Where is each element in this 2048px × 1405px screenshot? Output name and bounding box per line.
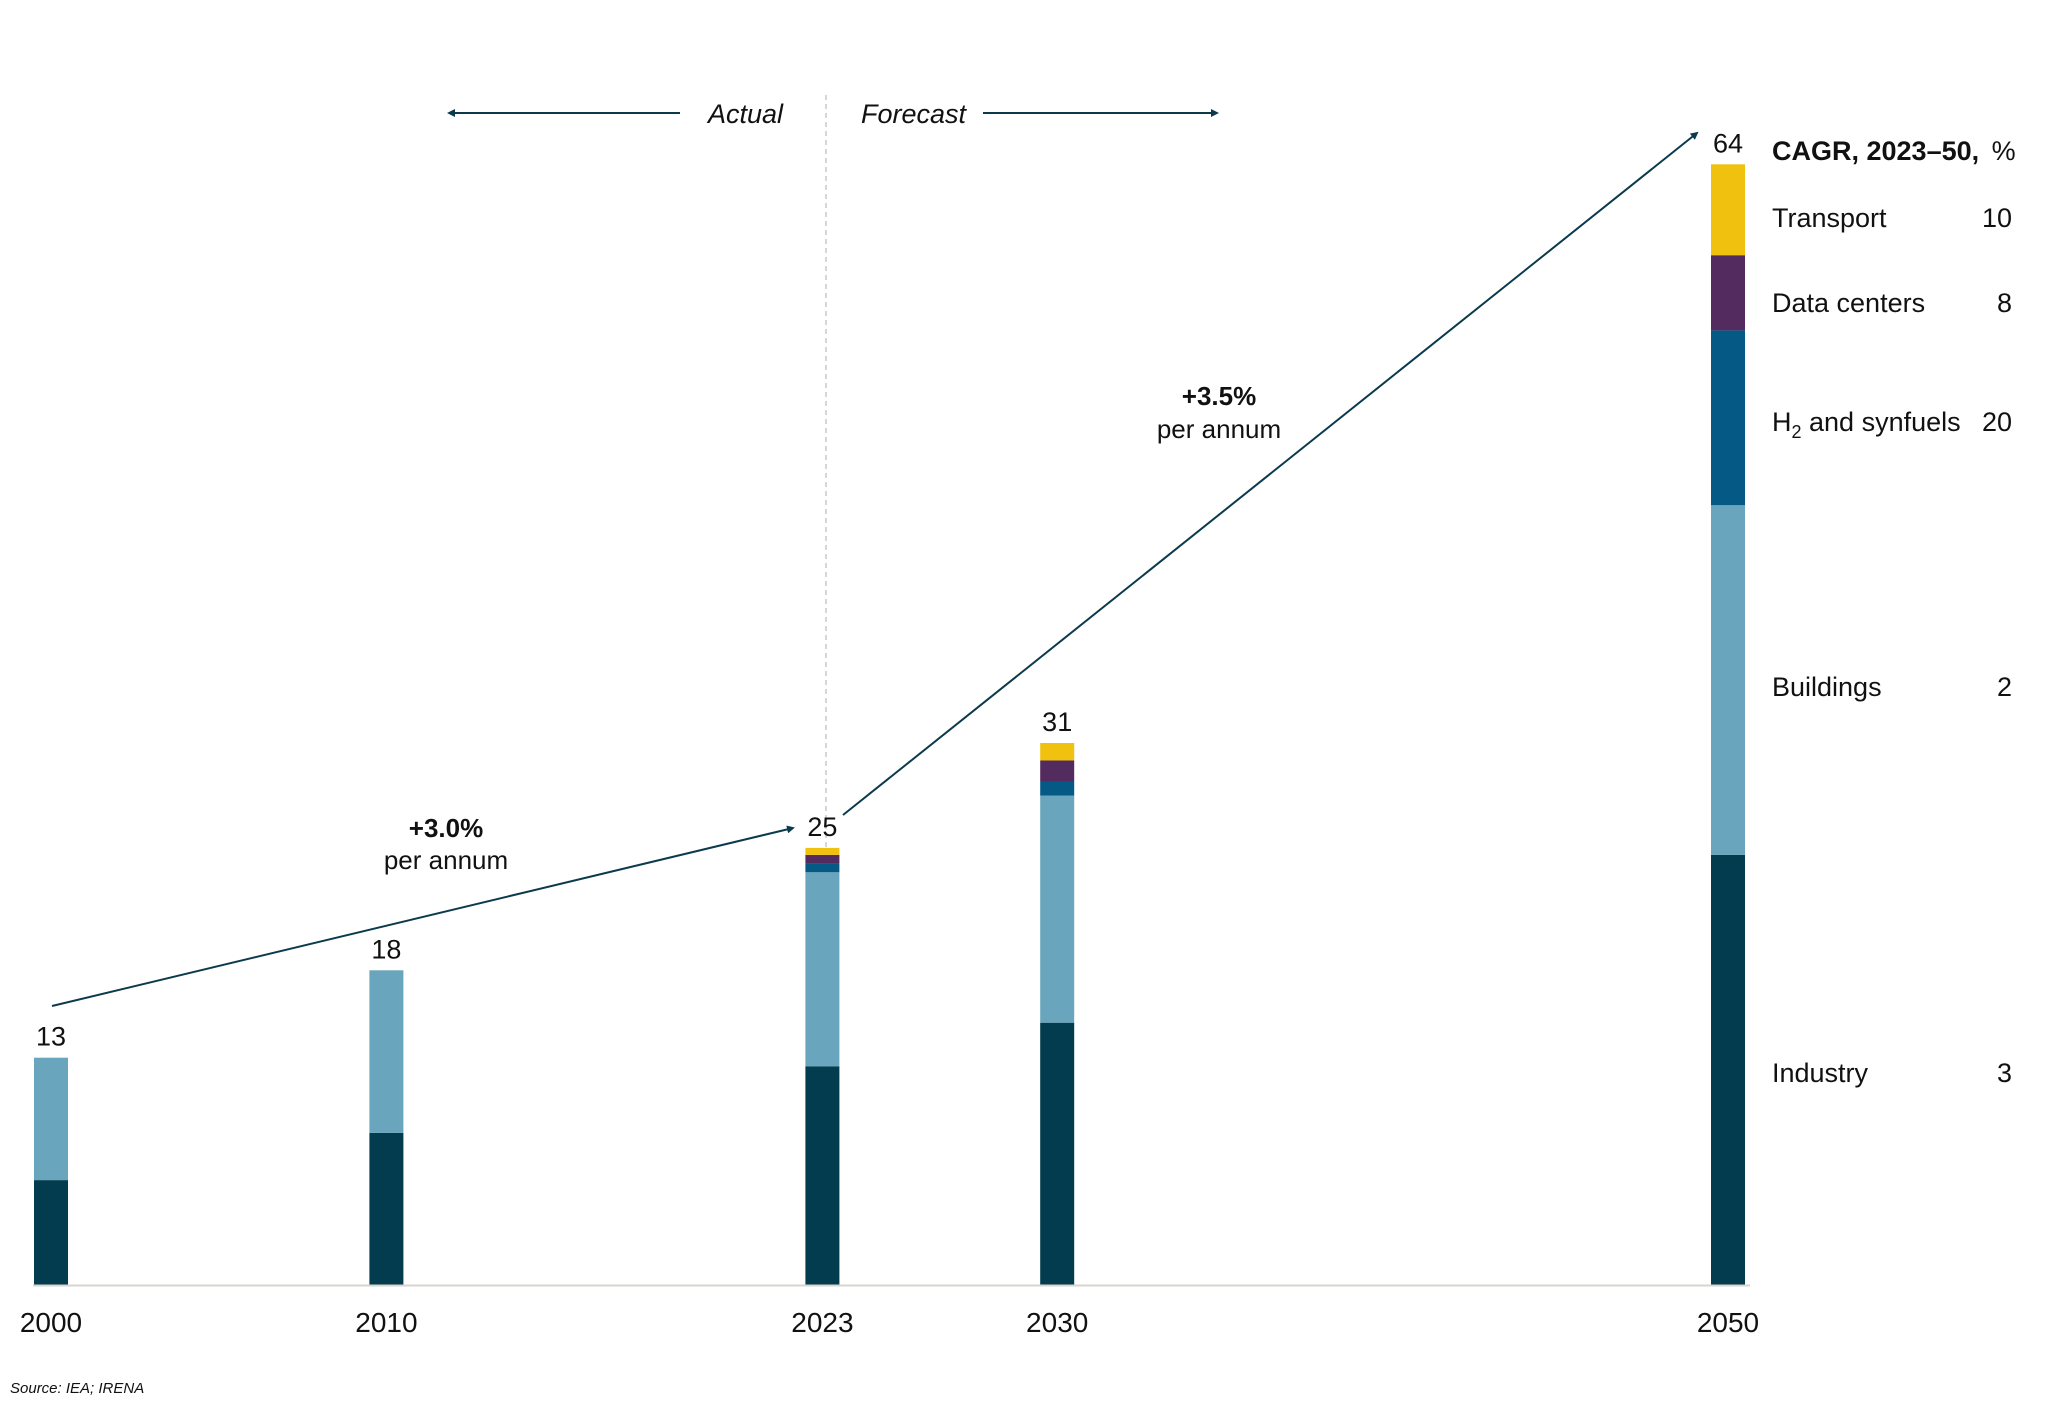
growth-arrow-actual <box>51 825 795 1007</box>
bar-segment-2023-transport <box>805 847 840 855</box>
legend-title: CAGR, 2023–50, % <box>1772 136 2016 166</box>
legend-value-h2-synfuels: 20 <box>1982 407 2012 437</box>
legend-label-buildings: Buildings <box>1772 672 1882 702</box>
bar-segment-2030-transport <box>1040 743 1075 761</box>
legend-label-h2-rest: and synfuels <box>1802 407 1961 437</box>
x-tick-label-2050: 2050 <box>1697 1307 1759 1338</box>
source-note: Source: IEA; IRENA <box>10 1380 144 1397</box>
legend-value-transport: 10 <box>1982 203 2012 233</box>
bar-segment-2050-h2-and-synfuels <box>1711 330 1745 506</box>
growth-rate-forecast: +3.5% <box>1182 381 1256 411</box>
actual-label: Actual <box>706 99 784 129</box>
bar-segment-2050-industry <box>1711 854 1745 1285</box>
legend-title-unit: % <box>1992 136 2016 166</box>
legend-label-h2-synfuels: H2 and synfuels <box>1772 407 1961 442</box>
bar-segment-2023-data-centers <box>805 854 840 864</box>
forecast-label: Forecast <box>861 99 968 129</box>
bar-segment-2023-buildings <box>805 872 840 1067</box>
bar-segment-2010-buildings <box>369 970 404 1133</box>
x-tick-label-2000: 2000 <box>20 1307 82 1338</box>
bar-segment-2030-buildings <box>1040 795 1075 1023</box>
growth-unit-actual: per annum <box>384 845 508 875</box>
x-axis-ticks: 2000 2010 2023 2030 2050 <box>20 1307 1759 1338</box>
legend-value-industry: 3 <box>1997 1058 2012 1088</box>
growth-arrow-forecast <box>842 131 1699 816</box>
total-label-2010: 18 <box>371 934 401 964</box>
legend-label-transport: Transport <box>1772 203 1887 233</box>
bar-segment-2050-buildings <box>1711 505 1745 855</box>
legend-label-data-centers: Data centers <box>1772 288 1925 318</box>
legend-label-h2-main: H <box>1772 407 1792 437</box>
x-tick-label-2030: 2030 <box>1026 1307 1088 1338</box>
bar-segment-2000-industry <box>34 1180 68 1285</box>
bar-segment-2030-industry <box>1040 1022 1075 1285</box>
legend-value-buildings: 2 <box>1997 672 2012 702</box>
legend-title-text: CAGR, 2023–50, <box>1772 136 1979 166</box>
legend: CAGR, 2023–50, % Transport 10 Data cente… <box>1772 136 2016 1088</box>
bar-segment-2050-transport <box>1711 164 1745 256</box>
bar-segment-2010-industry <box>369 1132 404 1285</box>
bar-segment-2023-industry <box>805 1066 840 1285</box>
bar-stacks <box>34 164 1745 1285</box>
bar-segment-2030-h2-and-synfuels <box>1040 781 1075 796</box>
total-label-2030: 31 <box>1042 707 1072 737</box>
bar-segment-2023-h2-and-synfuels <box>805 863 840 873</box>
total-label-2050: 64 <box>1713 128 1743 158</box>
x-tick-label-2023: 2023 <box>791 1307 853 1338</box>
growth-rate-actual: +3.0% <box>409 813 483 843</box>
x-tick-label-2010: 2010 <box>355 1307 417 1338</box>
total-label-2000: 13 <box>36 1022 66 1052</box>
growth-unit-forecast: per annum <box>1157 414 1281 444</box>
bar-segment-2030-data-centers <box>1040 760 1075 782</box>
bar-segment-2050-data-centers <box>1711 255 1745 331</box>
legend-label-h2-subscript: 2 <box>1792 422 1802 442</box>
total-label-2023: 25 <box>807 812 837 842</box>
legend-value-data-centers: 8 <box>1997 288 2012 318</box>
legend-label-industry: Industry <box>1772 1058 1869 1088</box>
bar-totals: 13 18 25 31 64 <box>36 128 1743 1051</box>
bar-segment-2000-buildings <box>34 1057 68 1181</box>
